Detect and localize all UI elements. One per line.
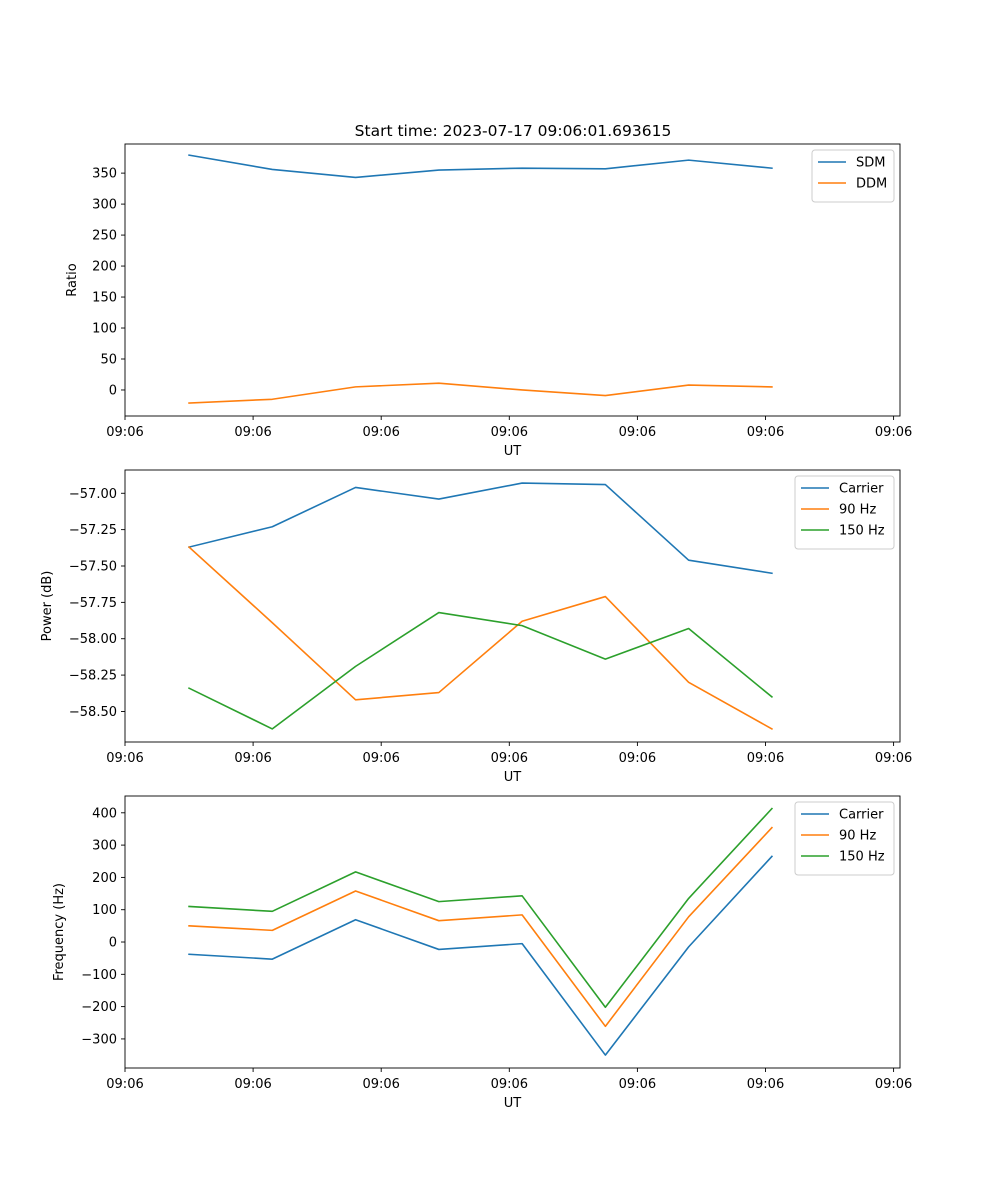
x-tick-label: 09:06 — [234, 751, 271, 766]
x-tick-label: 09:06 — [875, 1077, 912, 1092]
y-tick-label: 200 — [92, 871, 117, 886]
y-tick-label: 100 — [92, 903, 117, 918]
x-tick-label: 09:06 — [619, 1077, 656, 1092]
y-tick-label: −300 — [81, 1032, 117, 1047]
y-tick-label: −200 — [81, 1000, 117, 1015]
x-tick-label: 09:06 — [747, 751, 784, 766]
legend-label-90-hz: 90 Hz — [839, 503, 876, 518]
y-tick-label: 250 — [92, 229, 117, 244]
x-tick-label: 09:06 — [875, 751, 912, 766]
legend-label-90-hz: 90 Hz — [839, 829, 876, 844]
x-tick-label: 09:06 — [362, 425, 399, 440]
y-tick-label: 0 — [109, 383, 117, 398]
legend-label-150-hz: 150 Hz — [839, 850, 885, 865]
x-tick-label: 09:06 — [106, 751, 143, 766]
x-tick-label: 09:06 — [491, 425, 528, 440]
y-tick-label: −58.00 — [69, 632, 117, 647]
y-tick-label: 300 — [92, 839, 117, 854]
legend: Carrier 90 Hz 150 Hz — [794, 475, 895, 550]
y-tick-label: 300 — [92, 198, 117, 213]
axes-frame — [124, 143, 901, 417]
legend-label-150-hz: 150 Hz — [839, 524, 885, 539]
series-line-sdm — [188, 154, 773, 179]
series-line-150-hz — [187, 611, 774, 730]
x-axis-label: UT — [504, 770, 522, 785]
ratio-panel: 09:06 09:06 09:06 09:06 09:06 09:06 09:06 0 50 10… — [65, 143, 912, 459]
y-tick-label: −57.75 — [69, 596, 117, 611]
series-line-carrier — [188, 855, 774, 1056]
x-tick-label: 09:06 — [619, 425, 656, 440]
legend-label-carrier: Carrier — [839, 482, 884, 497]
y-tick-label: 350 — [92, 167, 117, 182]
x-tick-label: 09:06 — [362, 751, 399, 766]
x-axis-label: UT — [504, 1096, 522, 1111]
legend-label-sdm: SDM — [856, 156, 885, 171]
legend: SDM DDM — [811, 149, 895, 203]
x-tick-label: 09:06 — [747, 1077, 784, 1092]
series-line-90-hz — [188, 826, 774, 1028]
y-tick-label: −58.50 — [69, 705, 117, 720]
x-tick-label: 09:06 — [234, 425, 271, 440]
x-tick-label: 09:06 — [747, 425, 784, 440]
y-tick-label: 150 — [92, 291, 117, 306]
series-line-150-hz — [188, 807, 774, 1009]
x-tick-label: 09:06 — [491, 1077, 528, 1092]
y-tick-label: 0 — [109, 936, 117, 951]
y-axis-label: Power (dB) — [40, 571, 55, 642]
y-axis-label: Ratio — [65, 263, 80, 296]
y-tick-label: −58.25 — [69, 669, 117, 684]
x-axis-label: UT — [504, 444, 522, 459]
y-axis-label: Frequency (Hz) — [52, 883, 67, 981]
legend-label-carrier: Carrier — [839, 808, 884, 823]
axes-frame — [124, 469, 901, 743]
series-line-carrier — [188, 482, 773, 575]
y-tick-label: 200 — [92, 260, 117, 275]
x-tick-label: 09:06 — [875, 425, 912, 440]
legend: Carrier 90 Hz 150 Hz — [794, 801, 895, 876]
x-tick-label: 09:06 — [106, 1077, 143, 1092]
series-line-ddm — [188, 382, 773, 404]
x-tick-label: 09:06 — [362, 1077, 399, 1092]
power-panel: 09:06 09:06 09:06 09:06 09:06 09:06 09:06 −58.5… — [40, 469, 912, 785]
x-tick-label: 09:06 — [234, 1077, 271, 1092]
y-tick-label: 100 — [92, 322, 117, 337]
x-tick-label: 09:06 — [491, 751, 528, 766]
legend-box — [811, 149, 895, 203]
legend-label-ddm: DDM — [856, 177, 887, 192]
y-tick-label: −100 — [81, 968, 117, 983]
y-tick-label: −57.25 — [69, 523, 117, 538]
y-tick-label: −57.00 — [69, 487, 117, 502]
x-tick-label: 09:06 — [106, 425, 143, 440]
y-tick-label: −57.50 — [69, 560, 117, 575]
y-tick-label: 50 — [100, 352, 117, 367]
y-tick-label: 400 — [92, 806, 117, 821]
x-tick-label: 09:06 — [619, 751, 656, 766]
axes-frame — [124, 795, 901, 1069]
frequency-panel: 09:06 09:06 09:06 09:06 09:06 09:06 09:06 −300 −… — [52, 795, 912, 1111]
figure-title: Start time: 2023-07-17 09:06:01.693615 — [355, 122, 672, 140]
series-line-90-hz — [187, 545, 773, 730]
